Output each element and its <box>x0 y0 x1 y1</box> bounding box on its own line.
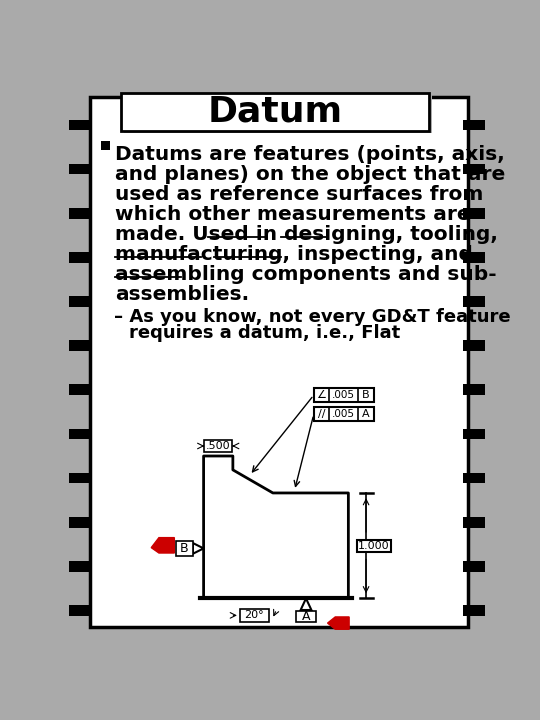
Bar <box>69 428 90 439</box>
Polygon shape <box>193 543 204 554</box>
Text: B: B <box>362 390 370 400</box>
Bar <box>463 561 484 572</box>
Bar <box>463 428 484 439</box>
Bar <box>463 605 484 616</box>
Text: and planes) on the object that are: and planes) on the object that are <box>115 165 505 184</box>
Text: ∠: ∠ <box>316 390 326 400</box>
Bar <box>69 384 90 395</box>
Text: assembling components and sub-: assembling components and sub- <box>115 265 497 284</box>
Bar <box>121 93 429 131</box>
Bar <box>463 341 484 351</box>
Bar <box>69 296 90 307</box>
Text: A: A <box>302 610 310 623</box>
Text: – As you know, not every GD&T feature: – As you know, not every GD&T feature <box>113 308 510 326</box>
Bar <box>69 252 90 263</box>
Bar <box>69 605 90 616</box>
Bar <box>463 120 484 130</box>
Text: //: // <box>318 410 325 420</box>
Text: assemblies.: assemblies. <box>115 285 249 304</box>
Bar <box>69 473 90 483</box>
Text: manufacturing, inspecting, and: manufacturing, inspecting, and <box>115 245 473 264</box>
Text: made. Used in designing, tooling,: made. Used in designing, tooling, <box>115 225 498 244</box>
Text: Datums are features (points, axis,: Datums are features (points, axis, <box>115 145 505 164</box>
Bar <box>124 95 433 133</box>
Bar <box>240 609 269 621</box>
Bar <box>463 473 484 483</box>
Text: A: A <box>362 410 370 420</box>
Text: B: B <box>180 542 188 555</box>
Bar <box>463 208 484 219</box>
Text: which other measurements are: which other measurements are <box>115 205 471 224</box>
Text: .005: .005 <box>332 390 355 400</box>
Bar <box>296 611 316 621</box>
Bar <box>69 120 90 130</box>
Text: requires a datum, i.e., Flat: requires a datum, i.e., Flat <box>129 323 400 341</box>
Bar <box>69 163 90 174</box>
Text: 20°: 20° <box>245 611 264 621</box>
Polygon shape <box>301 598 312 610</box>
Polygon shape <box>328 617 349 629</box>
Text: .005: .005 <box>332 410 355 420</box>
Text: used as reference surfaces from: used as reference surfaces from <box>115 185 483 204</box>
Bar <box>176 541 193 556</box>
Bar <box>69 561 90 572</box>
Bar <box>314 408 374 421</box>
Polygon shape <box>151 538 174 553</box>
Bar <box>357 539 391 552</box>
Bar <box>463 517 484 528</box>
Bar <box>314 388 374 402</box>
Bar <box>69 517 90 528</box>
Bar <box>463 252 484 263</box>
Text: 1.000: 1.000 <box>358 541 389 551</box>
Bar <box>463 384 484 395</box>
Text: Datum: Datum <box>208 95 343 129</box>
Bar <box>463 296 484 307</box>
Bar <box>69 208 90 219</box>
Bar <box>463 163 484 174</box>
Text: .500: .500 <box>206 441 231 451</box>
Bar <box>204 440 232 452</box>
Bar <box>69 341 90 351</box>
Bar <box>101 141 110 150</box>
